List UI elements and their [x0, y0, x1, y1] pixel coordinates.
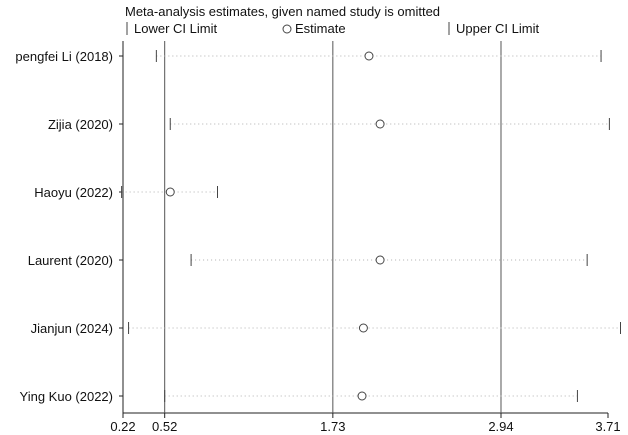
x-tick-label-1: 0.52: [152, 419, 177, 434]
study-label-2: Haoyu (2022): [34, 185, 113, 200]
estimate-point-1: [375, 119, 385, 129]
chart-title: Meta-analysis estimates, given named stu…: [125, 4, 440, 19]
plot-area: 0.22 0.52 1.73 2.94 3.71 pengfei Li (2018) Zij…: [15, 41, 622, 434]
estimate-point-4: [358, 323, 368, 333]
x-tick-label-0: 0.22: [110, 419, 135, 434]
legend: Lower CI Limit Estimate Upper CI Limit: [126, 21, 539, 36]
study-label-4: Jianjun (2024): [31, 321, 113, 336]
x-tick-label-2: 1.73: [320, 419, 345, 434]
legend-estimate-label: Estimate: [295, 21, 346, 36]
study-label-5: Ying Kuo (2022): [20, 389, 113, 404]
study-label-3: Laurent (2020): [28, 253, 113, 268]
estimate-point-3: [375, 255, 385, 265]
legend-lower-ci-label: Lower CI Limit: [134, 21, 217, 36]
estimate-point-2: [165, 187, 175, 197]
x-tick-label-4: 3.71: [595, 419, 620, 434]
estimate-point-5: [357, 391, 367, 401]
estimate-point-0: [364, 51, 374, 61]
legend-estimate-marker: [282, 24, 292, 34]
x-tick-label-3: 2.94: [488, 419, 513, 434]
study-label-0: pengfei Li (2018): [15, 49, 113, 64]
study-label-1: Zijia (2020): [48, 117, 113, 132]
legend-upper-ci-label: Upper CI Limit: [456, 21, 539, 36]
